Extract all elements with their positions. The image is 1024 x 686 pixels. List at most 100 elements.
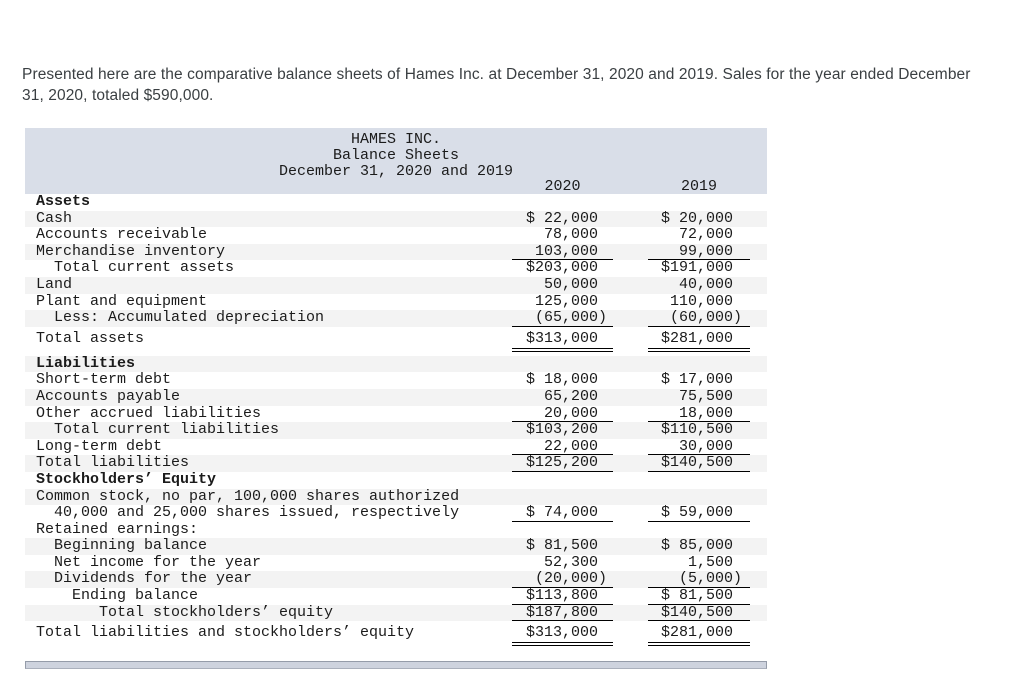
amount-2020: 78,000 [543,226,598,244]
table-row: Stockholders’ Equity [25,472,767,489]
row-label: Merchandise inventory [36,243,226,260]
amount-2020 [512,356,613,373]
row-label: Total liabilities [36,455,190,472]
row-label: Other accrued liabilities [36,405,262,422]
amount-2019: (60,000) [648,310,750,327]
amount-2020: $203,000 [525,259,598,277]
row-label: Total stockholders’ equity [99,604,334,621]
row-label: Stockholders’ Equity [36,471,217,488]
row-label: Net income for the year [54,554,262,571]
table-row: Total liabilities $125,200 $140,500 [25,455,767,472]
row-label: Accounts payable [36,388,181,405]
row-right-pad [750,211,767,228]
amount-2019: $140,500 [648,455,750,472]
table-row: Plant and equipment 125,000 110,000 [25,292,767,311]
row-right-pad [750,538,767,555]
row-label: Beginning balance [54,538,208,555]
amount-2020: $113,800 [512,587,613,605]
amount-2019 [648,489,750,506]
amount-2019: $281,000 [648,330,750,352]
amount-2019 [648,522,750,539]
amount-2019: $ 85,000 [660,537,733,555]
amount-2020: $ 18,000 [525,371,598,389]
row-right-pad [750,422,767,439]
table-row: Cash $ 22,000 $ 20,000 [25,209,767,228]
row-label: Assets [36,194,91,210]
amount-2019 [648,356,750,373]
amount-2019 [648,472,750,489]
table-row: Beginning balance $ 81,500 $ 85,000 [25,538,767,555]
row-right-pad [750,356,767,373]
amount-2020 [512,522,613,539]
statement-date: December 31, 2020 and 2019 [278,163,514,180]
row-right-pad [750,180,767,194]
table-header-band: HAMES INC. Balance Sheets December 31, 2… [25,128,767,194]
bottom-panel-edge [25,661,767,669]
amount-2019: $140,500 [648,604,750,622]
row-label: Plant and equipment [36,293,208,310]
column-header-row: 2020 2019 [25,178,767,195]
amount-2019: 72,000 [678,226,733,244]
row-right-pad [750,588,767,605]
col-header-2019: 2019 [680,178,717,195]
amount-2020: (20,000) [512,571,613,589]
row-right-pad [750,277,767,294]
table-row: Merchandise inventory 103,000 99,000 [25,243,767,261]
amount-2019: $ 81,500 [648,587,750,605]
row-right-pad [750,331,767,352]
amount-2020: 22,000 [512,438,613,456]
amount-2019: 75,500 [678,387,733,405]
amount-2020: 65,200 [543,387,598,405]
row-right-pad [750,555,767,572]
row-label: Total assets [36,330,145,347]
row-right-pad [750,489,767,506]
balance-sheet-rows: Assets Cash $ 22,000 $ 20,000 Accounts recei… [25,194,767,647]
amount-2019 [648,194,750,211]
row-right-pad [750,625,767,646]
row-right-pad [750,605,767,622]
table-row: Other accrued liabilities 20,000 18,000 [25,405,767,423]
amount-2020: 103,000 [512,243,613,261]
row-right-pad [750,372,767,389]
table-row: Accounts payable 65,200 75,500 [25,387,767,406]
amount-2019: $191,000 [660,259,733,277]
balance-sheet-table: HAMES INC. Balance Sheets December 31, 2… [25,128,767,647]
row-right-pad [750,310,767,327]
table-row: Ending balance $113,800 $ 81,500 [25,587,767,605]
amount-2019: $ 17,000 [660,371,733,389]
amount-2020 [512,489,613,506]
row-label: Dividends for the year [54,571,253,588]
table-row: Less: Accumulated depreciation (65,000) (6… [25,310,767,327]
row-right-pad [750,472,767,489]
row-label: Common stock, no par, 100,000 shares aut… [36,488,460,505]
column-header-spacer [25,180,512,194]
table-row: Net income for the year 52,300 1,500 [25,553,767,572]
amount-2020 [512,472,613,489]
amount-2020: (65,000) [512,310,613,327]
amount-2019: (5,000) [648,571,750,589]
amount-2020 [512,194,613,211]
row-right-pad [750,505,767,522]
amount-2019: $110,500 [660,421,733,439]
amount-2019: $281,000 [648,624,750,647]
row-label: Accounts receivable [36,227,208,244]
table-row: Total liabilities and stockholders’ equi… [25,624,767,647]
amount-2020: $313,000 [512,624,613,647]
row-label: Total liabilities and stockholders’ equi… [36,625,415,642]
amount-2020: $103,200 [525,421,598,439]
row-label: Total current liabilities [54,422,280,439]
table-row: Total current assets $203,000 $191,000 [25,260,767,277]
amount-2020: 50,000 [543,275,598,293]
amount-2019: 99,000 [648,243,750,261]
table-row: Liabilities [25,355,767,373]
company-name: HAMES INC. [350,131,441,148]
amount-2019: $ 20,000 [660,209,733,227]
row-right-pad [750,194,767,211]
amount-2019: $ 59,000 [648,504,750,522]
amount-2019: 30,000 [648,438,750,456]
amount-2019: 1,500 [687,553,733,571]
amount-2020: $ 81,500 [525,537,598,555]
row-right-pad [750,294,767,311]
amount-2019: 110,000 [669,292,733,310]
